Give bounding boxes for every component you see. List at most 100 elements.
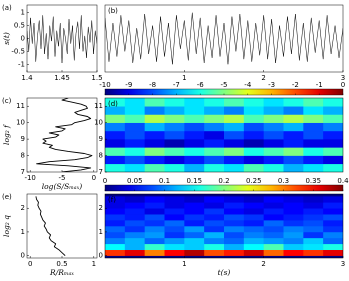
colorbar-tick-label: 0.35 <box>305 177 321 185</box>
heatmap-cell <box>283 163 304 172</box>
heatmap-cell <box>263 98 284 107</box>
heatmap-cell <box>303 226 324 233</box>
heatmap-cell <box>164 155 185 165</box>
y-tick-label: 7 <box>99 168 103 176</box>
data-line <box>36 98 93 172</box>
heatmap-cell <box>263 243 284 251</box>
heatmap-cell <box>124 208 145 215</box>
heatmap-cell <box>224 249 245 256</box>
heatmap-cell <box>283 237 304 245</box>
heatmap-cell <box>105 196 126 203</box>
heatmap-cell <box>263 155 284 165</box>
heatmap-cell <box>323 98 343 107</box>
heatmap-cell <box>184 231 205 239</box>
heatmap-cell <box>283 139 304 148</box>
heatmap-cell <box>105 243 126 251</box>
heatmap-cell <box>105 130 126 140</box>
heatmap-cell <box>263 220 284 227</box>
heatmap-cell <box>105 147 126 156</box>
heatmap-cell <box>323 163 343 172</box>
heatmap-cell <box>105 155 126 165</box>
heatmap-cell <box>105 98 126 107</box>
heatmap-cell <box>224 214 245 221</box>
heatmap-cell <box>124 196 145 203</box>
heatmap-cell <box>204 202 225 209</box>
heatmap-cell <box>144 122 165 132</box>
heatmap-cell <box>263 106 284 115</box>
y-tick-label: 10 <box>16 119 25 127</box>
heatmap-cell <box>263 237 284 245</box>
heatmap-cell <box>144 202 165 209</box>
y-axis-label: log₂ f <box>2 124 11 145</box>
x-tick-label: 0.5 <box>56 260 67 268</box>
heatmap-cell <box>144 155 165 165</box>
y-tick-label: 11 <box>94 102 103 110</box>
heatmap-cell <box>144 130 165 140</box>
x-tick-label: 2 <box>261 260 265 268</box>
heatmap-cell <box>144 231 165 239</box>
x-tick-label: 1.45 <box>54 74 70 82</box>
heatmap-cell <box>124 202 145 209</box>
heatmap-cell <box>303 243 324 251</box>
y-tick-label: 9 <box>21 135 25 143</box>
x-axis-label: R/Rₘₐₓ <box>49 268 74 277</box>
heatmap-cell <box>164 202 185 209</box>
heatmap-cell <box>263 130 284 140</box>
heatmap-cell <box>224 196 245 203</box>
heatmap-cell <box>224 139 245 148</box>
heatmap-cell <box>144 196 165 203</box>
heatmap-cell <box>164 106 185 115</box>
x-tick-label: 0 <box>92 174 96 182</box>
heatmap-cell <box>144 237 165 245</box>
heatmap-cell <box>144 214 165 221</box>
heatmap-cell <box>283 214 304 221</box>
heatmap-cell <box>144 220 165 227</box>
heatmap-cell <box>124 237 145 245</box>
heatmap-cell <box>105 163 126 172</box>
plot-area <box>105 194 343 258</box>
heatmap-cell <box>204 231 225 239</box>
heatmap-cell <box>184 196 205 203</box>
heatmap-cell <box>164 231 185 239</box>
colorbar-tick-label: 0.2 <box>218 177 229 185</box>
x-tick-label: 3 <box>341 74 345 82</box>
heatmap-cell <box>303 163 324 172</box>
colorbar-tick-label: 0.05 <box>127 177 143 185</box>
heatmap-cell <box>323 214 343 221</box>
heatmap-cell <box>204 208 225 215</box>
heatmap-cell <box>243 202 264 209</box>
colorbar-tick-label: -9 <box>125 81 132 89</box>
heatmap-cell <box>243 214 264 221</box>
heatmap-cell <box>243 130 264 140</box>
data-line <box>27 15 97 64</box>
heatmap-cell <box>303 98 324 107</box>
heatmap-cell <box>204 226 225 233</box>
axes-frame <box>26 193 98 259</box>
heatmap-cell <box>323 147 343 156</box>
colorbar-tick-label: 0.25 <box>246 177 262 185</box>
heatmap-cell <box>323 130 343 140</box>
heatmap-cell <box>164 163 185 172</box>
y-tick-label: -0.5 <box>11 47 25 55</box>
plot-area <box>35 196 66 256</box>
heatmap-cell <box>224 130 245 140</box>
x-tick-label: 1 <box>182 260 186 268</box>
heatmap-cell <box>164 220 185 227</box>
heatmap-cell <box>243 231 264 239</box>
heatmap-cell <box>303 139 324 148</box>
heatmap-cell <box>224 208 245 215</box>
heatmap-cell <box>164 130 185 140</box>
heatmap-cell <box>243 208 264 215</box>
heatmap-cell <box>303 114 324 123</box>
axes-frame <box>104 4 344 73</box>
heatmap-cell <box>204 106 225 115</box>
heatmap-cell <box>204 155 225 165</box>
heatmap-cell <box>184 226 205 233</box>
heatmap-cell <box>283 122 304 132</box>
heatmap-cell <box>224 98 245 107</box>
heatmap-cell <box>124 139 145 148</box>
heatmap-cell <box>323 226 343 233</box>
colorbar-tick-label: -3 <box>268 81 275 89</box>
panel-label: (b) <box>108 7 118 15</box>
